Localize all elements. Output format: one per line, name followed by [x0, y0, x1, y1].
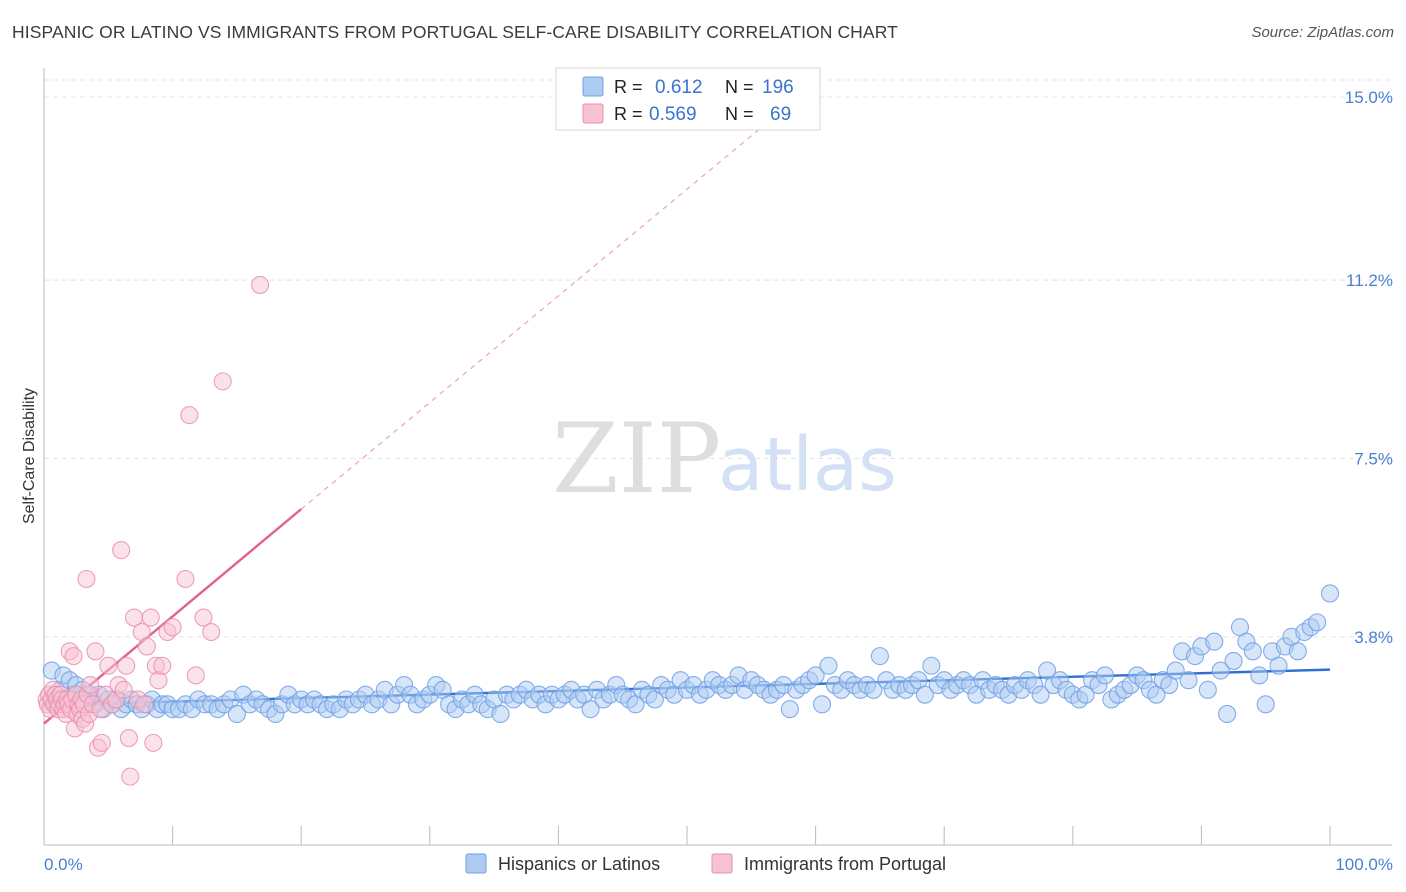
portugal-point-61 — [163, 618, 182, 637]
hispanic-point-38 — [227, 704, 246, 724]
portugal-point-41 — [99, 656, 118, 675]
portugal-point-48 — [119, 729, 138, 748]
y-tick-labels: 3.8% 7.5% 11.2% 15.0% — [1345, 88, 1393, 647]
hispanic-point-93 — [581, 700, 600, 719]
portugal-point-67 — [213, 372, 232, 391]
hispanic-point-137 — [864, 680, 883, 699]
hispanic-point-206 — [1308, 613, 1327, 632]
x-tick-label-min: 0.0% — [44, 855, 83, 874]
portugal-point-53 — [135, 695, 154, 714]
stats-n-value-portugal: 69 — [770, 104, 791, 125]
trend-extension-series-1 — [300, 82, 816, 510]
stats-n-value-hispanic: 196 — [762, 77, 794, 98]
portugal-point-54 — [137, 637, 156, 656]
stats-n-label-hispanic: N = — [725, 77, 754, 97]
legend-label-portugal: Immigrants from Portugal — [744, 854, 946, 874]
hispanic-point-145 — [915, 685, 934, 704]
y-axis-label: Self-Care Disability — [21, 388, 38, 524]
stats-legend: R = 0.612 N = 196 R = 0.569 N = 69 — [555, 67, 821, 131]
portugal-point-55 — [141, 608, 160, 627]
portugal-point-21 — [64, 647, 83, 666]
y-tick-label-3: 15.0% — [1345, 88, 1393, 107]
portugal-point-59 — [153, 656, 172, 675]
hispanic-point-138 — [870, 647, 889, 666]
hispanic-point-124 — [780, 700, 799, 719]
legend-swatch-portugal — [711, 853, 733, 874]
stats-swatch-portugal — [582, 103, 604, 124]
hispanic-point-190 — [1205, 632, 1224, 651]
series-legend: Hispanics or Latinos Immigrants from Por… — [465, 853, 946, 874]
portugal-point-46 — [114, 680, 133, 699]
hispanic-point-186 — [1179, 671, 1198, 690]
hispanic-point-196 — [1243, 642, 1262, 661]
hispanic-point-173 — [1095, 666, 1114, 685]
portugal-point-62 — [176, 569, 195, 589]
stats-n-label-portugal: N = — [725, 104, 754, 124]
chart-title: HISPANIC OR LATINO VS IMMIGRANTS FROM PO… — [12, 22, 898, 42]
y-tick-label-2: 11.2% — [1346, 271, 1393, 290]
portugal-point-66 — [202, 622, 221, 642]
hispanic-point-184 — [1166, 661, 1185, 680]
stats-r-label-hispanic: R = — [614, 77, 643, 97]
hispanic-point-79 — [491, 704, 510, 724]
portugal-point-36 — [86, 642, 105, 661]
hispanic-point-197 — [1250, 666, 1269, 685]
y-tick-label-1: 7.5% — [1354, 450, 1393, 469]
stats-r-value-portugal: 0.569 — [649, 104, 697, 125]
portugal-point-31 — [77, 569, 96, 589]
legend-swatch-hispanic — [465, 853, 487, 874]
hispanic-point-130 — [819, 656, 838, 675]
series-1-points — [37, 275, 270, 786]
portugal-point-47 — [117, 656, 136, 675]
watermark-atlas: atlas — [718, 422, 897, 508]
hispanic-point-198 — [1256, 695, 1275, 714]
data-points — [37, 275, 1340, 786]
x-tick-label-max: 100.0% — [1335, 855, 1393, 874]
stats-r-value-hispanic: 0.612 — [655, 77, 703, 98]
portugal-point-45 — [112, 541, 131, 560]
source-credit: Source: ZipAtlas.com — [1251, 24, 1394, 41]
stats-swatch-hispanic — [582, 76, 604, 97]
hispanic-point-189 — [1198, 680, 1217, 699]
portugal-point-34 — [81, 675, 100, 695]
portugal-point-68 — [250, 275, 270, 295]
portugal-point-65 — [194, 608, 213, 627]
hispanic-point-200 — [1269, 656, 1288, 675]
hispanic-point-207 — [1320, 584, 1340, 603]
hispanic-point-191 — [1211, 661, 1230, 680]
hispanic-point-163 — [1031, 685, 1050, 704]
watermark-zip: ZIP — [552, 403, 721, 515]
portugal-point-56 — [144, 733, 163, 752]
portugal-point-64 — [186, 666, 205, 685]
stats-r-label-portugal: R = — [614, 104, 643, 124]
portugal-point-63 — [180, 406, 199, 425]
hispanic-point-203 — [1288, 642, 1307, 661]
legend-label-hispanic: Hispanics or Latinos — [498, 854, 660, 874]
portugal-point-49 — [121, 767, 140, 786]
portugal-point-39 — [92, 733, 111, 752]
hispanic-point-192 — [1218, 704, 1237, 724]
hispanic-point-128 — [806, 666, 825, 685]
hispanic-point-193 — [1224, 651, 1243, 670]
hispanic-point-146 — [922, 656, 941, 675]
y-tick-label-0: 3.8% — [1354, 628, 1393, 647]
hispanic-point-129 — [812, 695, 832, 714]
series-0-points — [42, 584, 1340, 724]
watermark: ZIP atlas — [552, 403, 897, 515]
